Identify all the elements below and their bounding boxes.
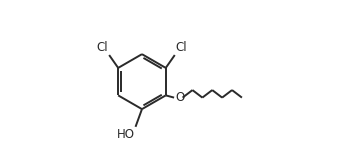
Text: Cl: Cl [97,41,108,54]
Text: HO: HO [116,128,134,141]
Text: Cl: Cl [175,41,187,54]
Text: O: O [175,91,184,104]
